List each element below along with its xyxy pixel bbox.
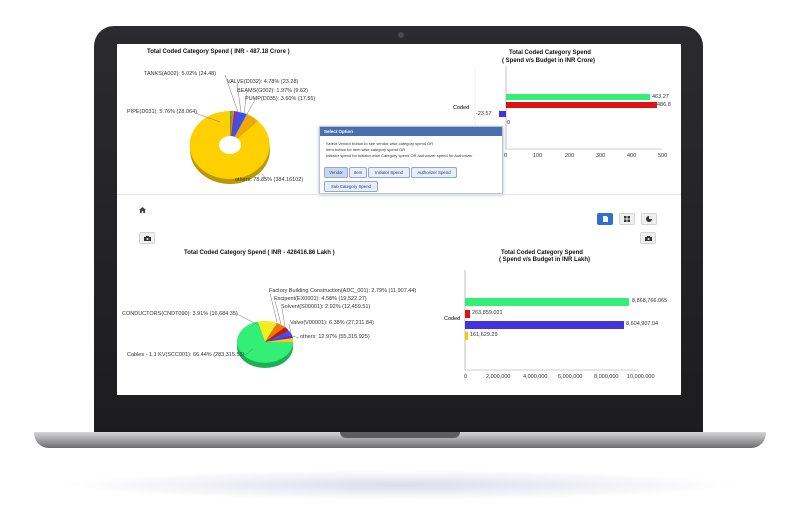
top-pie-slice-pipe [230, 114, 258, 145]
top-bar-title-line2: ( Spend v/s Budget in INR Crore) [502, 58, 596, 64]
top-bar-tick-2: 200 [565, 153, 575, 159]
bottom-pie-label-valve: Valve(V00001): 6.38% (27,211.84) [290, 320, 374, 326]
initiator-spend-button[interactable]: Initiator Spend [368, 167, 410, 178]
bottom-bar-value-s2: 263,859.021 [472, 310, 503, 316]
bottom-pie-slice-cables [237, 321, 293, 363]
bottom-bar-value-s1: 8,868,766.065 [632, 298, 668, 304]
bottom-bar-tick-4: 8,000,000 [594, 374, 619, 380]
top-pie-label-beams: BEAMS(G002): 1.97% (9.62) [237, 88, 308, 94]
bottom-pie-leaders [236, 292, 300, 356]
bottom-pie-slice-excipent [265, 331, 292, 342]
bottom-bar-tick-5: 10,000,000 [627, 374, 655, 380]
top-pie-hole [219, 136, 241, 154]
top-bar-title-line1: Total Coded Category Spend [509, 50, 591, 56]
camera-icon [644, 235, 652, 241]
bottom-bar-title-line1: Total Coded Category Spend [501, 250, 583, 256]
top-pie-label-pipe: PIPE(D031): 5.76% (28.064) [127, 109, 198, 115]
top-pie-chart [189, 66, 662, 371]
camera-icon [143, 235, 151, 241]
bottom-pie-label-solvent: Solvent(S00001): 2.92% (12,459.51) [281, 304, 371, 310]
laptop-base [34, 432, 766, 448]
top-pie-title: Total Coded Category Spend ( INR - 487.1… [147, 49, 290, 55]
top-bar-neg [499, 111, 506, 117]
select-option-dialog: Select Option Select Vendor button to se… [319, 126, 503, 194]
left-camera-button[interactable] [139, 232, 155, 244]
top-pie-label-tanks: TANKS(A002): 5.02% (24.48) [144, 71, 217, 77]
dialog-line-2: Item button for item wise category spend… [326, 147, 406, 152]
bottom-pie-chart [237, 320, 294, 368]
bottom-pie-label-others: others: 12.97% (55,315.925) [300, 334, 370, 340]
top-bar-tick-5: 500 [658, 153, 668, 159]
bottom-pie-slice-factory [265, 327, 289, 342]
grid-view-button[interactable] [619, 213, 635, 225]
bottom-pie-slice-others [258, 320, 277, 342]
bottom-pie-label-cables: Cables - 1.1 KV(SCC001): 66.44% (283,315… [127, 352, 245, 358]
dialog-line-1: Select Vendor button to see vendor wise … [326, 141, 434, 146]
top-pie-label-pump: PUMP(D035): 3.60% (17.55) [245, 96, 316, 102]
document-view-button[interactable] [597, 213, 613, 225]
top-bar-value-zero: 0 [507, 120, 511, 126]
top-bar-value-budget: 486.8 [657, 102, 671, 108]
top-bar-value-spend: 463.27 [652, 94, 669, 100]
bottom-bar-title-line2: ( Spend v/s Budget in INR Lakh) [499, 257, 591, 263]
section-divider [117, 194, 681, 195]
grid-icon [624, 216, 630, 222]
sub-category-spend-button[interactable]: Sub Category Spend [324, 181, 378, 192]
top-bar-tick-3: 300 [596, 153, 606, 159]
top-bar-value-neg: -23.57 [476, 111, 492, 117]
bottom-bar-chart [464, 270, 638, 371]
top-bar-tick-4: 400 [627, 153, 637, 159]
vendor-button[interactable]: Vendor [324, 167, 348, 178]
bottom-bar-s1 [465, 298, 629, 306]
top-bar-budget [506, 102, 657, 108]
dialog-line-3: Initiator spend for initiator wise Categ… [326, 153, 473, 158]
bottom-bar-s4 [465, 332, 468, 340]
bottom-pie-label-excipent: Excipent(EX0001): 4.58% (19,522.27) [274, 296, 367, 302]
bottom-pie-slice-valve [265, 338, 294, 342]
bottom-bar-s2 [465, 310, 470, 318]
pie-view-button[interactable] [641, 213, 657, 225]
top-bar-spend [506, 94, 650, 100]
bottom-pie-slice-solvent [265, 335, 293, 342]
top-pie-leaders [194, 74, 268, 181]
laptop-shadow [60, 470, 740, 500]
document-icon [602, 216, 608, 222]
bottom-pie-title: Total Coded Category Spend ( INR - 42641… [184, 250, 335, 256]
bottom-bar-value-s3: 8,604,907.04 [626, 321, 659, 327]
bottom-pie-label-factory: Factory Building Construction(ADC_001): … [269, 288, 417, 294]
top-bar-chart [474, 66, 662, 150]
right-camera-button[interactable] [640, 232, 656, 244]
top-pie-label-valve: VALVE(D032): 4.78% (23.28) [227, 79, 299, 85]
top-bar-category: Coded [453, 105, 470, 111]
home-icon[interactable] [139, 207, 146, 213]
bottom-bar-value-s4: 161,629.29 [470, 332, 498, 338]
bottom-pie-slice-conductors [265, 323, 285, 342]
top-pie-label-others: others: 78.85% (384.16102) [235, 177, 304, 183]
bottom-bar-category: Coded [444, 316, 461, 322]
top-bar-tick-1: 100 [533, 153, 543, 159]
camera-icon [398, 32, 404, 38]
item-button[interactable]: Item [349, 167, 367, 178]
bottom-bar-tick-3: 6,000,000 [558, 374, 583, 380]
bottom-pie-label-conductors: CONDUCTORS(CNDT090): 3.91% (16,684.35) [122, 311, 238, 317]
bottom-bar-tick-2: 4,000,000 [523, 374, 548, 380]
top-bar-tick-0: 0 [504, 153, 508, 159]
bottom-bar-s3 [465, 321, 624, 329]
bottom-bar-tick-0: 0 [464, 374, 468, 380]
screen: Total Coded Category Spend ( INR - 487.1… [117, 44, 681, 395]
pie-chart-icon [646, 216, 652, 222]
authorizer-spend-button[interactable]: Authorizer Spend [411, 167, 457, 178]
dialog-header: Select Option [320, 127, 502, 136]
laptop-notch [340, 432, 460, 438]
bottom-bar-tick-1: 2,000,000 [486, 374, 511, 380]
